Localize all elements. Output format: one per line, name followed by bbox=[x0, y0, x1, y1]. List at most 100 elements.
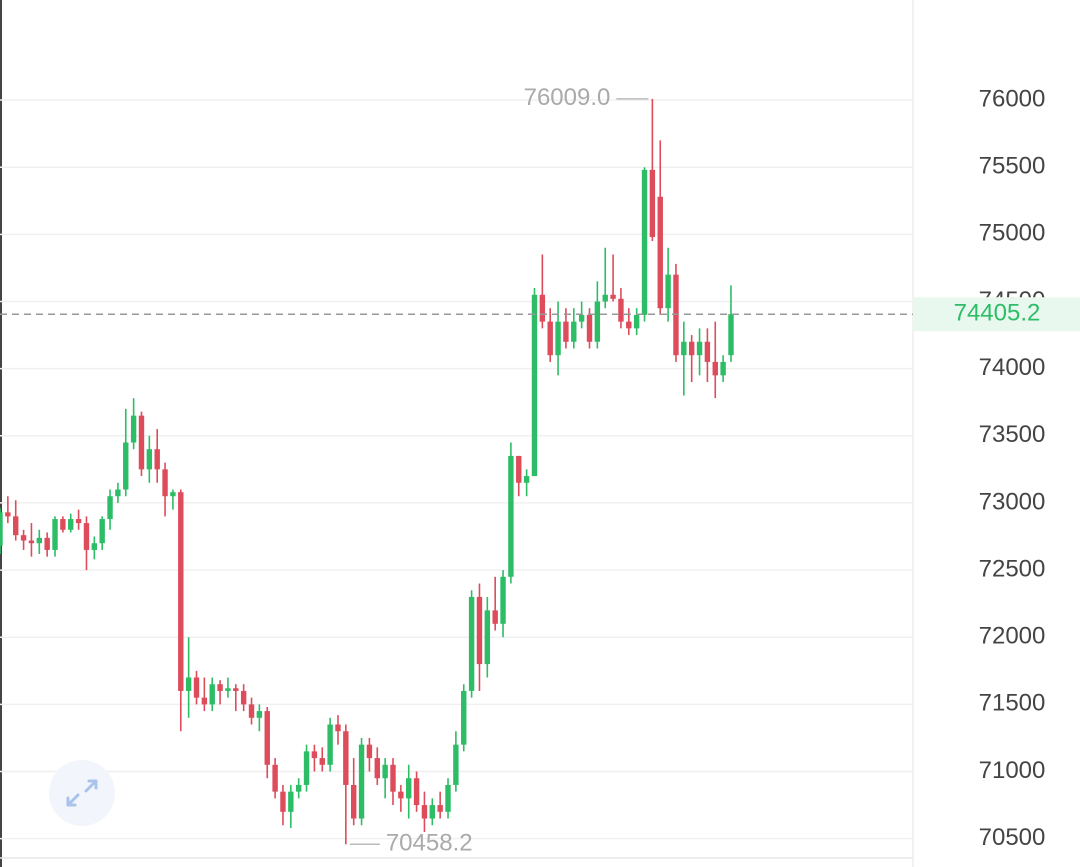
candle-body bbox=[209, 684, 215, 705]
candle-body bbox=[484, 610, 491, 665]
candle-body bbox=[374, 758, 380, 779]
candle-body bbox=[563, 321, 569, 342]
candle-body bbox=[618, 298, 624, 322]
expand-icon[interactable] bbox=[66, 779, 98, 807]
candle-body bbox=[704, 341, 711, 362]
candle-body bbox=[390, 764, 396, 792]
candle-body bbox=[83, 523, 90, 550]
candle-body bbox=[610, 294, 616, 299]
candle-body bbox=[492, 610, 498, 624]
candle-body bbox=[633, 314, 640, 329]
candle-body bbox=[162, 469, 168, 497]
candle-body bbox=[641, 169, 648, 315]
candle-body bbox=[406, 778, 412, 799]
candle-body bbox=[60, 519, 66, 530]
candle-body bbox=[115, 489, 121, 497]
candle-body bbox=[358, 744, 365, 819]
candle-body bbox=[68, 519, 74, 530]
candle-body bbox=[468, 596, 475, 691]
candle-body bbox=[327, 724, 333, 765]
candle-body bbox=[429, 805, 435, 819]
candle-body bbox=[500, 576, 506, 624]
candle-body bbox=[649, 169, 656, 238]
expand-button-bg[interactable] bbox=[49, 760, 115, 826]
candle-body bbox=[421, 805, 428, 819]
candle-body bbox=[248, 704, 255, 718]
overlay: 76009.0 70458.2 74405.2 bbox=[0, 84, 1080, 857]
y-tick-label: 75000 bbox=[979, 220, 1046, 247]
y-tick-label: 71000 bbox=[979, 757, 1046, 784]
candle-body bbox=[217, 684, 223, 691]
candle-body bbox=[602, 294, 608, 302]
candle-body bbox=[696, 341, 703, 356]
last-price-label: 74405.2 bbox=[954, 300, 1041, 327]
candle-body bbox=[178, 492, 184, 691]
candle-body bbox=[75, 519, 82, 524]
y-tick-label: 75500 bbox=[979, 153, 1046, 180]
candle-body bbox=[99, 519, 105, 544]
candle-body bbox=[319, 758, 325, 765]
candle-body bbox=[712, 361, 718, 376]
candle-body bbox=[720, 361, 726, 376]
candle-body bbox=[523, 476, 530, 483]
candle-body bbox=[154, 449, 160, 470]
candles bbox=[0, 98, 734, 845]
expand-button[interactable] bbox=[49, 760, 115, 826]
candle-body bbox=[201, 697, 208, 705]
last-price-bg bbox=[914, 297, 1080, 332]
candle-body bbox=[28, 540, 35, 544]
candle-body bbox=[398, 791, 404, 799]
y-tick-label: 73000 bbox=[979, 488, 1046, 515]
candle-body bbox=[688, 341, 695, 356]
candle-body bbox=[508, 455, 514, 577]
y-tick-label: 71500 bbox=[979, 690, 1046, 717]
candle-body bbox=[185, 677, 192, 691]
candle-body bbox=[531, 294, 538, 477]
candle-body bbox=[445, 784, 451, 812]
candle-body bbox=[681, 341, 687, 356]
candle-body bbox=[146, 449, 153, 470]
candle-body bbox=[555, 321, 561, 356]
candle-body bbox=[233, 688, 239, 691]
candle-body bbox=[311, 751, 318, 759]
candle-body bbox=[256, 711, 263, 718]
candle-body bbox=[578, 314, 585, 322]
candle-body bbox=[476, 596, 483, 665]
candle-body bbox=[295, 784, 302, 792]
candle-body bbox=[280, 791, 286, 812]
candle-body bbox=[453, 744, 459, 785]
candle-body bbox=[107, 496, 113, 520]
candle-body bbox=[516, 455, 522, 483]
candle-body bbox=[461, 690, 467, 745]
candle-body bbox=[91, 543, 98, 550]
candle-body bbox=[272, 764, 278, 792]
candle-body bbox=[123, 442, 129, 490]
candle-body bbox=[547, 321, 553, 356]
y-tick-label: 72000 bbox=[979, 623, 1046, 650]
candle-body bbox=[351, 784, 357, 819]
candle-body bbox=[13, 516, 19, 536]
candle-body bbox=[571, 321, 577, 342]
candle-body bbox=[288, 791, 294, 812]
candle-body bbox=[303, 751, 310, 785]
candle-body bbox=[626, 321, 632, 329]
candle-body bbox=[264, 711, 270, 765]
candle-body bbox=[413, 778, 420, 806]
candle-body bbox=[225, 688, 231, 691]
candle-body bbox=[665, 274, 671, 309]
candle-body bbox=[52, 519, 58, 550]
candle-body bbox=[193, 677, 200, 698]
candle-body bbox=[44, 537, 50, 550]
y-tick-label: 72500 bbox=[979, 555, 1046, 582]
low-marker-label: 70458.2 bbox=[386, 830, 473, 857]
candle-body bbox=[366, 744, 373, 759]
y-tick-label: 74000 bbox=[979, 354, 1046, 381]
y-tick-label: 76000 bbox=[979, 85, 1046, 112]
candle-body bbox=[138, 415, 145, 470]
candle-body bbox=[20, 535, 27, 541]
candle-body bbox=[586, 314, 593, 342]
high-marker-label: 76009.0 bbox=[524, 84, 611, 111]
